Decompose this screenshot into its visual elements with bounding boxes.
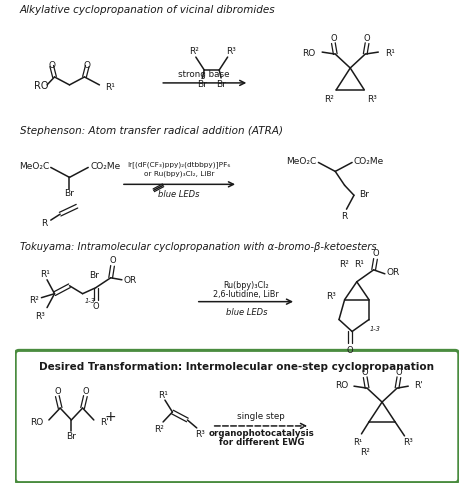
Text: R³: R³ bbox=[196, 429, 205, 439]
Text: R²: R² bbox=[324, 95, 334, 104]
Text: 1-3: 1-3 bbox=[370, 325, 381, 331]
Text: Ir[(dF(CF₃)ppy)₂(dtbbpy)]PF₆: Ir[(dF(CF₃)ppy)₂(dtbbpy)]PF₆ bbox=[128, 161, 231, 167]
Text: Br: Br bbox=[89, 271, 99, 280]
Text: R³: R³ bbox=[227, 46, 237, 56]
Text: R²: R² bbox=[360, 447, 370, 456]
Text: O: O bbox=[109, 256, 116, 265]
Text: O: O bbox=[84, 60, 91, 69]
Text: +: + bbox=[105, 409, 117, 423]
Text: 2,6-lutidine, LiBr: 2,6-lutidine, LiBr bbox=[213, 289, 279, 299]
Text: Br: Br bbox=[360, 189, 369, 198]
Text: MeO₂C: MeO₂C bbox=[286, 157, 317, 166]
Text: Ru(bpy)₃Cl₂: Ru(bpy)₃Cl₂ bbox=[224, 281, 269, 289]
Text: CO₂Me: CO₂Me bbox=[354, 157, 384, 166]
Text: O: O bbox=[82, 386, 89, 395]
Text: OR: OR bbox=[124, 276, 137, 285]
Text: R: R bbox=[341, 211, 348, 220]
Text: R³: R³ bbox=[367, 95, 377, 104]
Text: single step: single step bbox=[237, 412, 285, 421]
Text: RO: RO bbox=[34, 81, 48, 91]
Text: R: R bbox=[41, 218, 47, 227]
Text: O: O bbox=[364, 33, 370, 43]
Text: R¹: R¹ bbox=[158, 390, 168, 399]
Text: Br: Br bbox=[216, 80, 226, 89]
Text: Alkylative cyclopropanation of vicinal dibromides: Alkylative cyclopropanation of vicinal d… bbox=[20, 5, 275, 15]
FancyBboxPatch shape bbox=[15, 350, 459, 483]
Text: Br: Br bbox=[198, 80, 207, 89]
Text: MeO₂C: MeO₂C bbox=[18, 162, 49, 170]
Text: O: O bbox=[362, 367, 368, 376]
Text: R¹: R¹ bbox=[105, 83, 115, 92]
Text: RO: RO bbox=[30, 418, 43, 426]
Text: RO: RO bbox=[335, 380, 348, 389]
Text: OR: OR bbox=[387, 268, 400, 277]
Text: R³: R³ bbox=[403, 438, 413, 446]
Text: blue LEDs: blue LEDs bbox=[226, 307, 267, 317]
Text: R²: R² bbox=[339, 260, 348, 269]
Text: CO₂Me: CO₂Me bbox=[90, 162, 120, 170]
Text: Br: Br bbox=[64, 188, 74, 197]
Text: or Ru(bpy)₃Cl₂, LiBr: or Ru(bpy)₃Cl₂, LiBr bbox=[144, 170, 214, 176]
Text: R¹: R¹ bbox=[40, 270, 50, 279]
Text: 1-3: 1-3 bbox=[85, 297, 96, 303]
Text: strong base: strong base bbox=[179, 70, 230, 79]
Text: Br: Br bbox=[66, 432, 76, 440]
Text: R¹: R¹ bbox=[385, 48, 395, 58]
Text: for different EWG: for different EWG bbox=[219, 438, 304, 446]
Text: O: O bbox=[372, 249, 379, 258]
Text: RO: RO bbox=[302, 48, 316, 58]
Text: organophotocatalysis: organophotocatalysis bbox=[209, 428, 314, 438]
Text: R¹: R¹ bbox=[353, 438, 362, 446]
Text: R': R' bbox=[100, 418, 109, 426]
Text: O: O bbox=[54, 386, 61, 395]
Text: R¹: R¹ bbox=[354, 260, 364, 269]
Text: R³: R³ bbox=[327, 291, 337, 301]
Text: O: O bbox=[396, 367, 402, 376]
Text: O: O bbox=[92, 302, 99, 311]
Text: R': R' bbox=[414, 380, 423, 389]
Text: O: O bbox=[48, 60, 55, 69]
Text: R²: R² bbox=[189, 46, 199, 56]
Text: R²: R² bbox=[155, 424, 164, 434]
Text: O: O bbox=[330, 33, 337, 43]
Text: Stephenson: Atom transfer radical addition (ATRA): Stephenson: Atom transfer radical additi… bbox=[20, 125, 283, 136]
Text: Desired Transformation: Intermolecular one-step cyclopropanation: Desired Transformation: Intermolecular o… bbox=[39, 362, 435, 372]
Text: R³: R³ bbox=[36, 311, 46, 320]
Text: O: O bbox=[347, 345, 354, 354]
Text: blue LEDs: blue LEDs bbox=[158, 189, 200, 198]
Text: R²: R² bbox=[29, 296, 39, 304]
Text: Tokuyama: Intramolecular cyclopropanation with α-bromo-β-ketoesters: Tokuyama: Intramolecular cyclopropanatio… bbox=[20, 242, 376, 252]
